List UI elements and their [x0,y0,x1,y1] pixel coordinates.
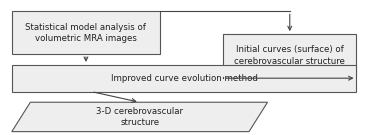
Text: Improved curve evolution method: Improved curve evolution method [111,74,257,83]
Text: Initial curves (surface) of
cerebrovascular structure: Initial curves (surface) of cerebrovascu… [234,45,345,66]
Bar [223,34,356,77]
Text: 3-D cerebrovascular
structure: 3-D cerebrovascular structure [96,107,183,127]
Text: Statistical model analysis of
volumetric MRA images: Statistical model analysis of volumetric… [26,23,146,43]
Bar [12,11,160,54]
Bar [12,65,356,92]
Polygon shape [12,102,267,132]
